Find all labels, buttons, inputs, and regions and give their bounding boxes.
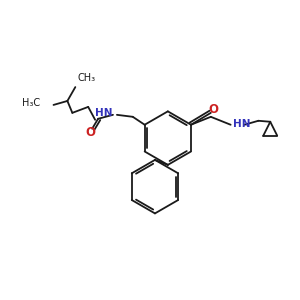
Text: HN: HN xyxy=(232,119,250,129)
Text: CH₃: CH₃ xyxy=(77,73,95,83)
Text: O: O xyxy=(85,126,95,139)
Text: H₃C: H₃C xyxy=(22,98,40,108)
Text: O: O xyxy=(209,103,219,116)
Text: HN: HN xyxy=(95,108,113,118)
